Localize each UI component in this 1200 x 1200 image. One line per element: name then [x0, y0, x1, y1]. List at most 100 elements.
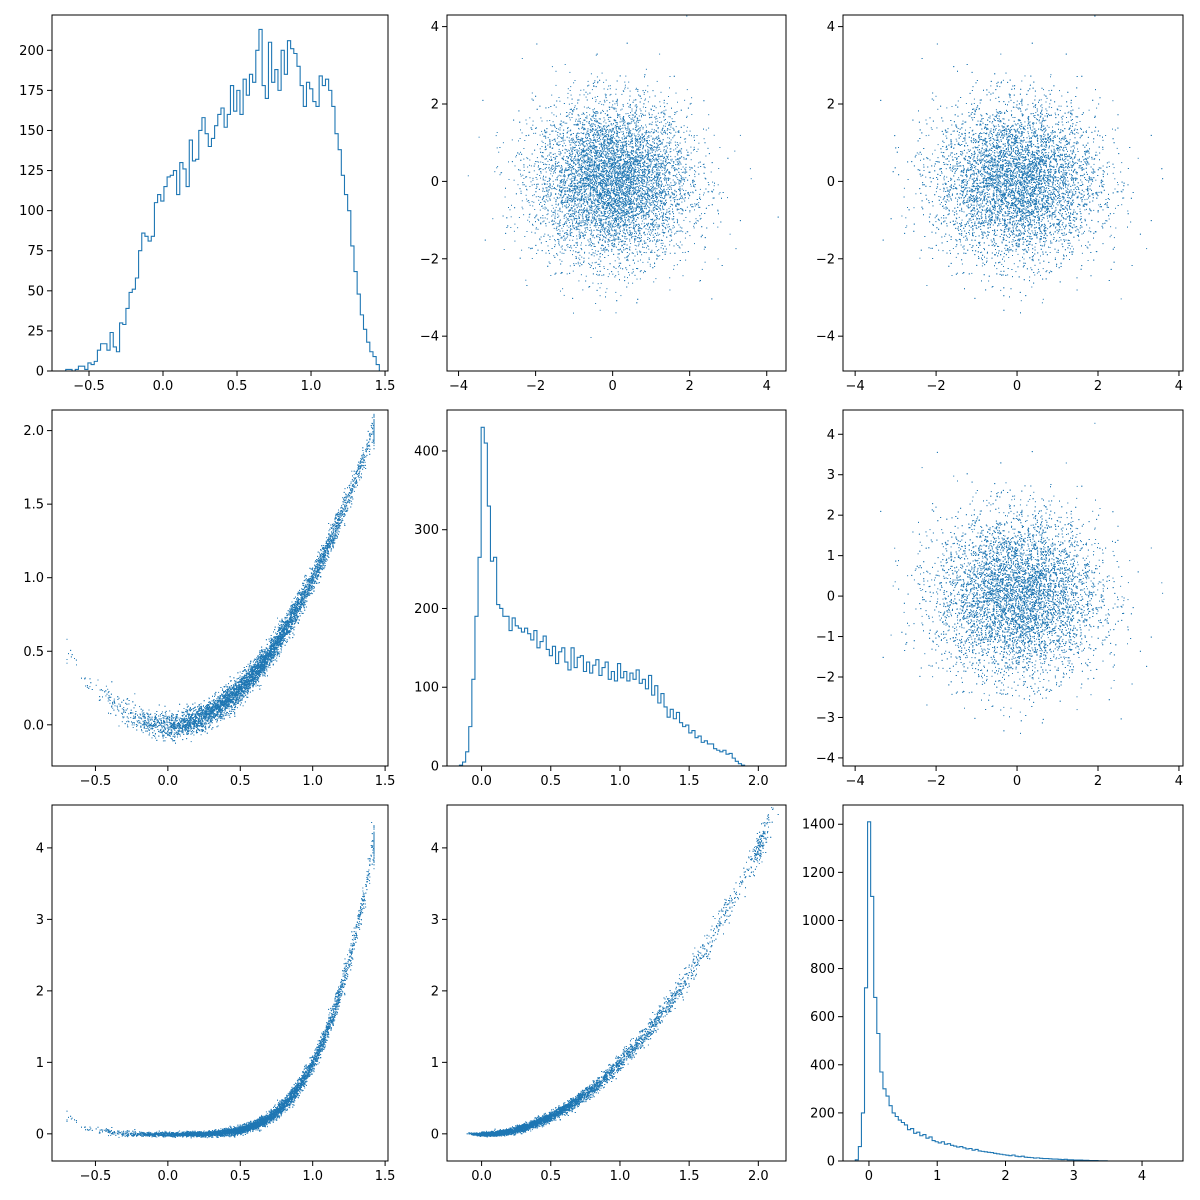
scatter-point — [682, 213, 683, 214]
scatter-point — [615, 275, 616, 276]
scatter-point — [695, 206, 696, 207]
scatter-point — [649, 203, 650, 204]
scatter-point — [625, 154, 626, 155]
scatter-point — [696, 218, 697, 219]
scatter-point — [572, 138, 573, 139]
scatter-point — [607, 140, 608, 141]
scatter-point — [642, 166, 643, 167]
scatter-point — [558, 176, 559, 177]
scatter-point — [676, 244, 677, 245]
scatter-point — [627, 277, 628, 278]
scatter-point — [616, 144, 617, 145]
scatter-point — [686, 167, 687, 168]
scatter-point — [667, 122, 668, 123]
scatter-point — [657, 81, 658, 82]
scatter-point — [579, 229, 580, 230]
scatter-point — [681, 169, 682, 170]
scatter-point — [552, 205, 553, 206]
scatter-point — [588, 107, 589, 108]
scatter-point — [646, 228, 647, 229]
scatter-point — [623, 185, 624, 186]
scatter-point — [588, 153, 589, 154]
scatter-point — [549, 183, 550, 184]
scatter-point — [660, 193, 661, 194]
scatter-point — [680, 227, 681, 228]
scatter-point — [579, 165, 580, 166]
scatter-point — [612, 170, 613, 171]
scatter-point — [636, 165, 637, 166]
scatter-point — [679, 183, 680, 184]
scatter-point — [677, 264, 678, 265]
scatter-point — [500, 172, 501, 173]
scatter-point — [594, 150, 595, 151]
scatter-point — [587, 133, 588, 134]
scatter-point — [551, 216, 552, 217]
scatter-point — [655, 191, 656, 192]
scatter-point — [565, 140, 566, 141]
scatter-point — [614, 237, 615, 238]
scatter-point — [679, 213, 680, 214]
scatter-point — [629, 144, 630, 145]
scatter-point — [648, 229, 649, 230]
scatter-point — [589, 108, 590, 109]
scatter-point — [693, 150, 694, 151]
scatter-point — [468, 175, 469, 176]
scatter-point — [602, 167, 603, 168]
scatter-point — [604, 191, 605, 192]
scatter-point — [639, 199, 640, 200]
scatter-point — [614, 219, 615, 220]
scatter-point — [536, 196, 537, 197]
scatter-point — [646, 144, 647, 145]
scatter-point — [672, 218, 673, 219]
y-tick-label: 125 — [19, 164, 44, 179]
scatter-point — [534, 209, 535, 210]
scatter-point — [650, 153, 651, 154]
scatter-point — [617, 151, 618, 152]
scatter-point — [645, 111, 646, 112]
scatter-point — [621, 121, 622, 122]
scatter-point — [604, 232, 605, 233]
scatter-point — [612, 160, 613, 161]
scatter-point — [527, 231, 528, 232]
scatter-point — [603, 199, 604, 200]
scatter-point — [603, 121, 604, 122]
scatter-point — [657, 121, 658, 122]
scatter-point — [622, 214, 623, 215]
scatter-point — [570, 144, 571, 145]
scatter-point — [536, 229, 537, 230]
scatter-point — [582, 122, 583, 123]
scatter-point — [644, 219, 645, 220]
scatter-point — [603, 192, 604, 193]
scatter-point — [597, 179, 598, 180]
scatter-point — [617, 117, 618, 118]
scatter-point — [682, 172, 683, 173]
scatter-point — [680, 175, 681, 176]
scatter-point — [610, 148, 611, 149]
scatter-point — [605, 113, 606, 114]
scatter-point — [517, 227, 518, 228]
scatter-point — [648, 207, 649, 208]
scatter-point — [512, 139, 513, 140]
scatter-point — [573, 263, 574, 264]
scatter-point — [649, 234, 650, 235]
scatter-point — [619, 114, 620, 115]
scatter-point — [618, 207, 619, 208]
scatter-point — [577, 175, 578, 176]
scatter-point — [588, 188, 589, 189]
scatter-point — [598, 103, 599, 104]
scatter-point — [612, 148, 613, 149]
scatter-point — [669, 208, 670, 209]
scatter-point — [654, 192, 655, 193]
scatter-point — [694, 135, 695, 136]
scatter-point — [734, 151, 735, 152]
scatter-point — [555, 216, 556, 217]
scatter-point — [631, 151, 632, 152]
scatter-point — [549, 181, 550, 182]
scatter-point — [584, 191, 585, 192]
scatter-point — [671, 139, 672, 140]
scatter-point — [717, 210, 718, 211]
scatter-point — [648, 195, 649, 196]
scatter-point — [641, 240, 642, 241]
scatter-point — [629, 241, 630, 242]
